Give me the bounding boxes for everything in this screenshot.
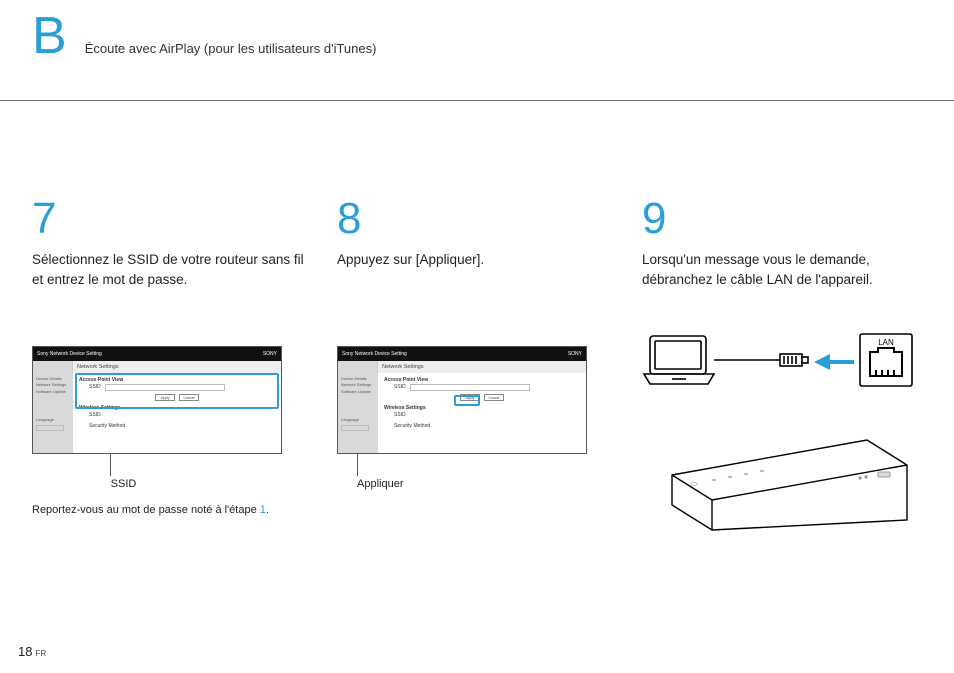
step-9: 9 Lorsqu'un message vous le demande, déb… bbox=[642, 194, 922, 540]
step-number: 8 bbox=[337, 194, 614, 244]
button-row: Apply Cancel bbox=[79, 394, 275, 401]
ssid-input bbox=[410, 384, 530, 391]
illustration-svg: LAN bbox=[642, 330, 922, 540]
sidebar-language-label: Language bbox=[36, 417, 70, 423]
tab-label: Network Settings bbox=[73, 361, 281, 373]
document-page: B Écoute avec AirPlay (pour les utilisat… bbox=[0, 0, 954, 673]
tabbar-side-spacer bbox=[33, 361, 73, 373]
button-row: Apply Cancel bbox=[384, 394, 580, 401]
apply-button: Apply bbox=[460, 394, 480, 401]
callout-label: Appliquer bbox=[357, 478, 437, 490]
ssid-input bbox=[105, 384, 225, 391]
ssid-label: SSID bbox=[89, 384, 101, 390]
language-select bbox=[341, 425, 369, 431]
footnote-text: Reportez-vous au mot de passe noté à l'é… bbox=[32, 504, 260, 516]
window-title: Sony Network Device Setting bbox=[37, 351, 102, 357]
sidebar: Device Details Network Settings Software… bbox=[33, 373, 73, 453]
step-footnote: Reportez-vous au mot de passe noté à l'é… bbox=[32, 504, 309, 516]
step-text: Appuyez sur [Appliquer]. bbox=[337, 250, 614, 310]
callout-label: SSID bbox=[0, 478, 309, 490]
header-divider bbox=[0, 100, 954, 101]
callout-line bbox=[110, 454, 111, 476]
language-select bbox=[36, 425, 64, 431]
settings-screenshot: Sony Network Device Setting SONY Network… bbox=[337, 346, 587, 454]
brand-label: SONY bbox=[568, 351, 582, 357]
window-tabbar: Network Settings bbox=[33, 361, 281, 373]
page-footer: 18 FR bbox=[18, 644, 46, 659]
window-titlebar: Sony Network Device Setting SONY bbox=[338, 347, 586, 361]
disconnect-illustration: LAN bbox=[642, 330, 922, 540]
main-panel: Access Point View SSID Apply Cancel Wire… bbox=[378, 373, 586, 453]
ssid-label: SSID bbox=[394, 384, 406, 390]
sidebar-language-label: Language bbox=[341, 417, 375, 423]
footnote-suffix: . bbox=[266, 504, 269, 516]
tab-label: Network Settings bbox=[378, 361, 586, 373]
sidebar-item: Network Settings bbox=[341, 382, 375, 388]
window-title: Sony Network Device Setting bbox=[342, 351, 407, 357]
step-text: Lorsqu'un message vous le demande, débra… bbox=[642, 250, 922, 310]
page-header: B Écoute avec AirPlay (pour les utilisat… bbox=[32, 10, 922, 84]
page-language: FR bbox=[35, 649, 46, 658]
sidebar-item: Software Update bbox=[341, 389, 375, 395]
screenshot-wrapper: Sony Network Device Setting SONY Network… bbox=[32, 346, 309, 490]
field-label: SSID bbox=[89, 412, 101, 418]
section-title: Écoute avec AirPlay (pour les utilisateu… bbox=[85, 41, 377, 56]
field-label: Security Method bbox=[394, 423, 430, 429]
step-number: 9 bbox=[642, 194, 922, 244]
steps-row: 7 Sélectionnez le SSID de votre routeur … bbox=[32, 194, 922, 540]
callout-line bbox=[357, 454, 358, 476]
step-7: 7 Sélectionnez le SSID de votre routeur … bbox=[32, 194, 309, 540]
window-tabbar: Network Settings bbox=[338, 361, 586, 373]
cancel-button: Cancel bbox=[484, 394, 504, 401]
window-body: Device Details Network Settings Software… bbox=[338, 373, 586, 453]
page-number: 18 bbox=[18, 644, 32, 659]
lan-label: LAN bbox=[878, 338, 894, 347]
brand-label: SONY bbox=[263, 351, 277, 357]
window-body: Device Details Network Settings Software… bbox=[33, 373, 281, 453]
window-titlebar: Sony Network Device Setting SONY bbox=[33, 347, 281, 361]
field-label: SSID bbox=[394, 412, 406, 418]
main-panel: Access Point View SSID Apply Cancel Wire… bbox=[73, 373, 281, 453]
step-8: 8 Appuyez sur [Appliquer]. Sony Network … bbox=[337, 194, 614, 540]
apply-button: Apply bbox=[155, 394, 175, 401]
tabbar-side-spacer bbox=[338, 361, 378, 373]
cancel-button: Cancel bbox=[179, 394, 199, 401]
step-number: 7 bbox=[32, 194, 309, 244]
screenshot-wrapper: Sony Network Device Setting SONY Network… bbox=[337, 346, 614, 490]
step-text: Sélectionnez le SSID de votre routeur sa… bbox=[32, 250, 309, 310]
settings-screenshot: Sony Network Device Setting SONY Network… bbox=[32, 346, 282, 454]
sidebar: Device Details Network Settings Software… bbox=[338, 373, 378, 453]
sidebar-item: Software Update bbox=[36, 389, 70, 395]
section-letter: B bbox=[32, 10, 67, 62]
field-label: Security Method bbox=[89, 423, 125, 429]
sidebar-item: Network Settings bbox=[36, 382, 70, 388]
